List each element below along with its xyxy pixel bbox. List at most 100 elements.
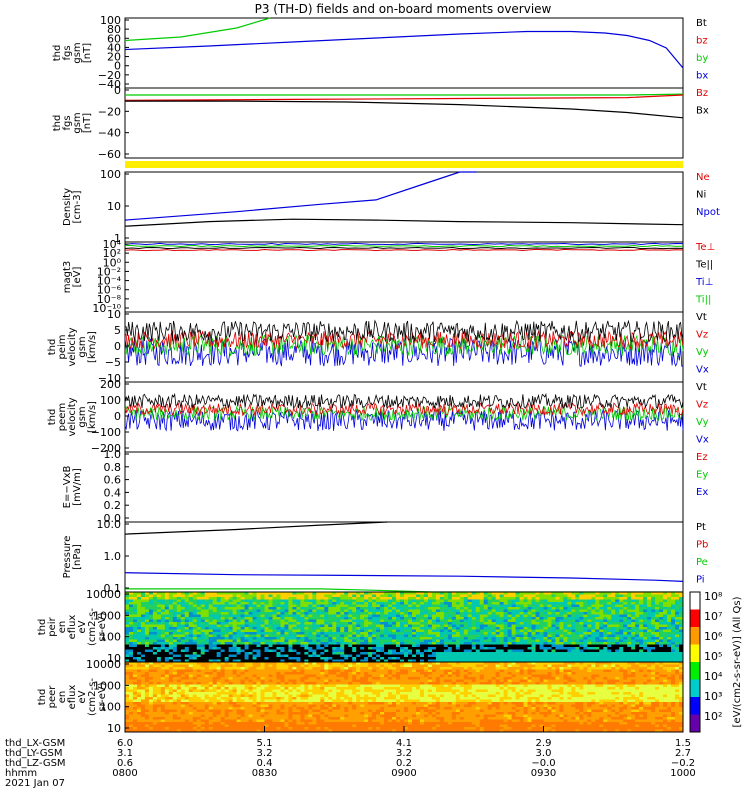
spectrogram-cell (336, 642, 340, 645)
spectrogram-cell (268, 607, 272, 610)
spectrogram-cell (488, 650, 492, 653)
spectrogram-cell (384, 670, 388, 673)
spectrogram-cell (149, 630, 153, 633)
spectrogram-cell (647, 652, 651, 655)
spectrogram-cell (161, 647, 165, 650)
spectrogram-cell (416, 607, 420, 610)
spectrogram-cell (328, 652, 332, 655)
spectrogram-cell (265, 665, 269, 668)
spectrogram-cell (559, 627, 563, 630)
spectrogram-cell (380, 632, 384, 635)
spectrogram-cell (284, 657, 288, 660)
spectrogram-cell (288, 675, 292, 678)
spectrogram-cell (344, 602, 348, 605)
spectrogram-cell (360, 635, 364, 638)
spectrogram-cell (257, 615, 261, 618)
spectrogram-cell (316, 607, 320, 610)
spectrogram-cell (484, 655, 488, 658)
spectrogram-cell (579, 640, 583, 643)
spectrogram-cell (456, 672, 460, 675)
spectrogram-cell (488, 670, 492, 673)
spectrogram-cell (583, 595, 587, 598)
spectrogram-cell (253, 640, 257, 643)
spectrogram-cell (169, 620, 173, 623)
spectrogram-cell (237, 607, 241, 610)
spectrogram-cell (655, 637, 659, 640)
spectrogram-cell (153, 645, 157, 648)
spectrogram-cell (643, 630, 647, 633)
spectrogram-cell (464, 650, 468, 653)
legend-entry-ex: Ex (696, 487, 708, 498)
spectrogram-cell (141, 615, 145, 618)
spectrogram-cell (129, 667, 133, 670)
spectrogram-cell (563, 655, 567, 658)
spectrogram-cell (364, 652, 368, 655)
spectrogram-cell (280, 647, 284, 650)
spectrogram-cell (504, 597, 508, 600)
spectrogram-cell (380, 627, 384, 630)
spectrogram-cell (292, 640, 296, 643)
spectrogram-cell (536, 607, 540, 610)
spectrogram-cell (221, 617, 225, 620)
spectrogram-cell (631, 640, 635, 643)
spectrogram-cell (651, 625, 655, 628)
spectrogram-cell (623, 610, 627, 613)
series-line-bx (125, 32, 683, 69)
spectrogram-cell (500, 597, 504, 600)
spectrogram-cell (304, 602, 308, 605)
spectrogram-cell (348, 650, 352, 653)
spectrogram-cell (591, 602, 595, 605)
spectrogram-cell (408, 642, 412, 645)
spectrogram-cell (484, 630, 488, 633)
spectrogram-cell (181, 635, 185, 638)
spectrogram-cell (472, 600, 476, 603)
spectrogram-cell (663, 595, 667, 598)
spectrogram-cell (540, 647, 544, 650)
spectrogram-cell (193, 607, 197, 610)
spectrogram-cell (563, 597, 567, 600)
spectrogram-cell (360, 670, 364, 673)
spectrogram-cell (229, 647, 233, 650)
spectrogram-cell (635, 630, 639, 633)
spectrogram-cell (280, 657, 284, 660)
spectrogram-cell (213, 667, 217, 670)
spectrogram-cell (376, 652, 380, 655)
spectrogram-cell (619, 640, 623, 643)
spectrogram-cell (623, 625, 627, 628)
spectrogram-cell (288, 615, 292, 618)
spectrogram-cell (165, 672, 169, 675)
spectrogram-cell (185, 630, 189, 633)
spectrogram-cell (504, 642, 508, 645)
spectrogram-cell (607, 652, 611, 655)
spectrogram-cell (484, 650, 488, 653)
spectrogram-cell (181, 600, 185, 603)
spectrogram-cell (500, 625, 504, 628)
spectrogram-cell (213, 627, 217, 630)
spectrogram-cell (547, 602, 551, 605)
spectrogram-cell (424, 607, 428, 610)
spectrogram-cell (444, 617, 448, 620)
spectrogram-cell (360, 665, 364, 668)
spectrogram-cell (583, 647, 587, 650)
spectrogram-cell (555, 612, 559, 615)
spectrogram-cell (129, 625, 133, 628)
spectrogram-cell (209, 652, 213, 655)
spectrogram-cell (659, 605, 663, 608)
spectrogram-cell (659, 665, 663, 668)
spectrogram-cell (225, 605, 229, 608)
spectrogram-cell (388, 597, 392, 600)
spectrogram-cell (559, 657, 563, 660)
spectrogram-cell (532, 657, 536, 660)
spectrogram-cell (348, 610, 352, 613)
spectrogram-cell (436, 655, 440, 658)
spectrogram-cell (400, 627, 404, 630)
spectrogram-cell (603, 595, 607, 598)
spectrogram-cell (492, 640, 496, 643)
spectrogram-cell (512, 657, 516, 660)
spectrogram-cell (448, 640, 452, 643)
spectrogram-cell (380, 650, 384, 653)
spectrogram-cell (129, 605, 133, 608)
spectrogram-cell (320, 602, 324, 605)
spectrogram-cell (304, 612, 308, 615)
spectrogram-cell (129, 600, 133, 603)
